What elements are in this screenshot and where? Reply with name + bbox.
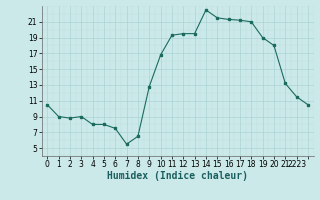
X-axis label: Humidex (Indice chaleur): Humidex (Indice chaleur) — [107, 171, 248, 181]
